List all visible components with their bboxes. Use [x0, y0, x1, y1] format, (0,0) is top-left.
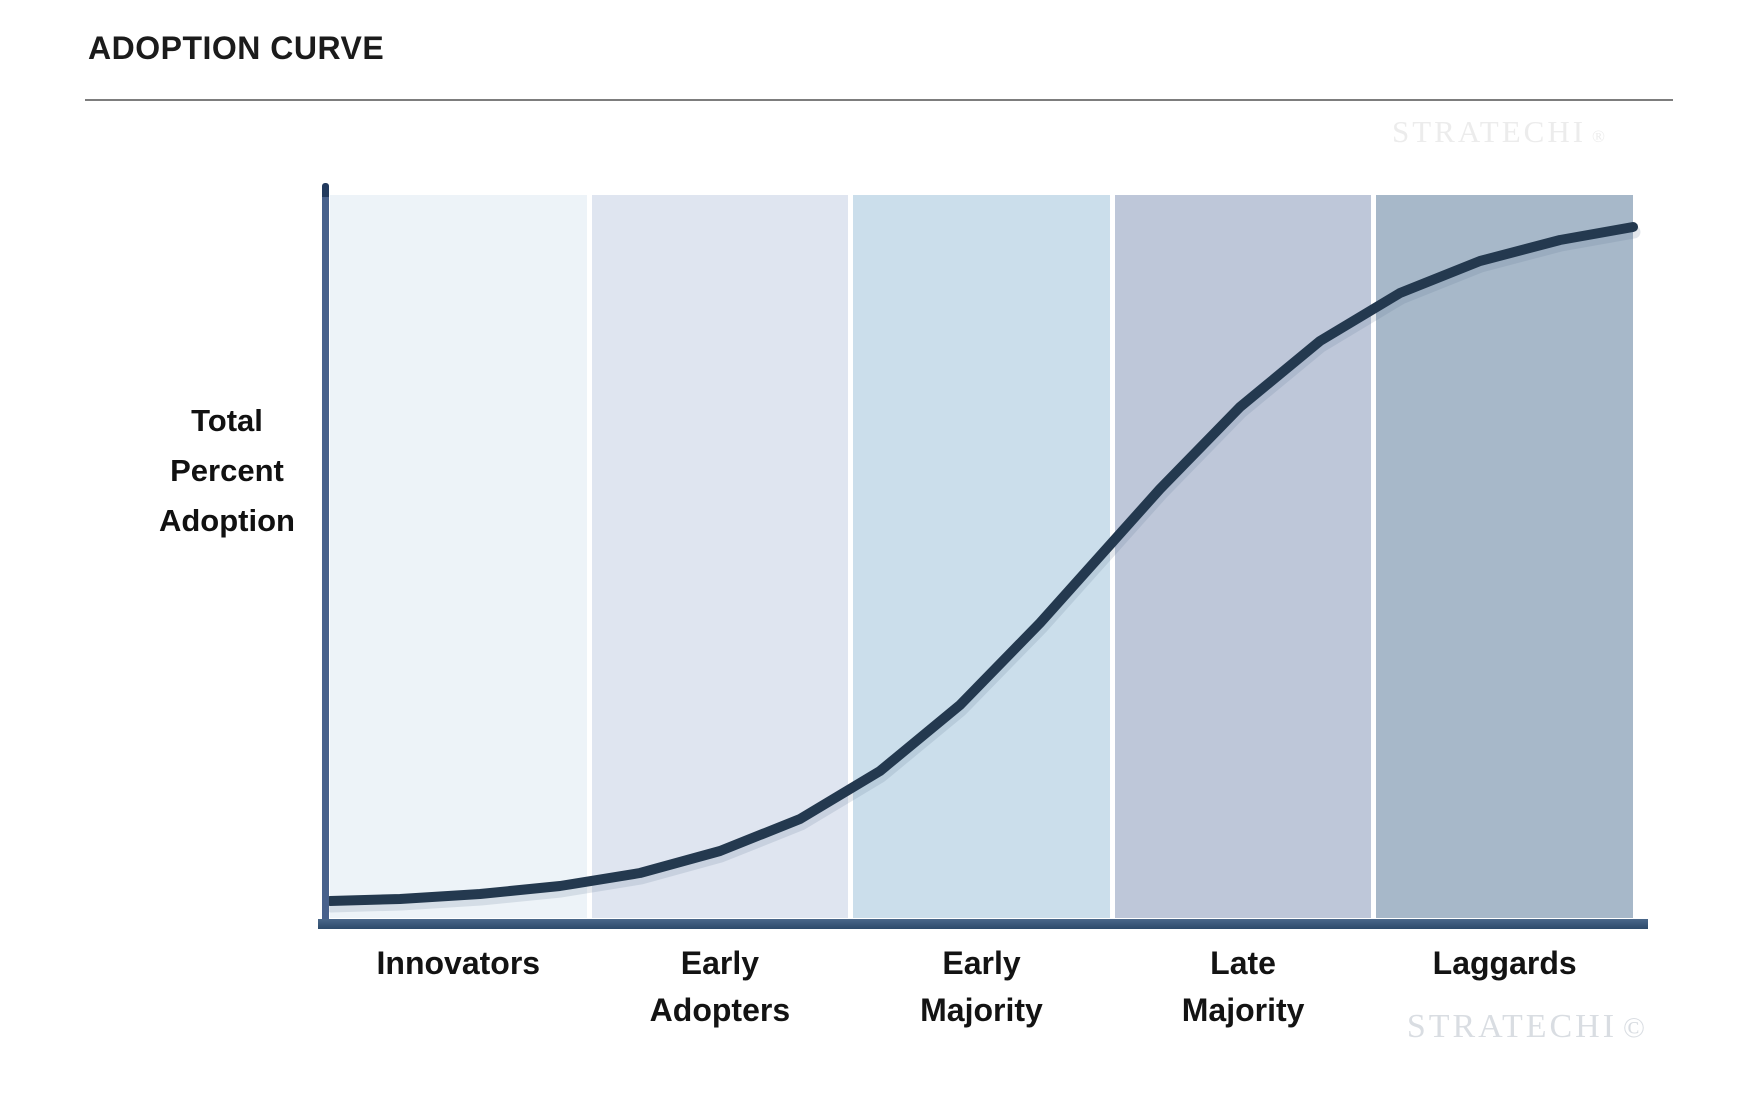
- curve-shadow: [324, 225, 1641, 913]
- x-label-line: Laggards: [1432, 945, 1577, 981]
- x-label-early-adopters: Early Adopters: [592, 940, 849, 1034]
- curve-path: [325, 222, 1638, 906]
- x-label-late-majority: Late Majority: [1115, 940, 1372, 1034]
- y-axis-label-line: Percent: [170, 453, 284, 488]
- chart-area: [318, 183, 1648, 929]
- watermark-bottom-text: STRATECHI: [1406, 1008, 1618, 1045]
- registered-mark-icon: ®: [1592, 127, 1605, 146]
- watermark-bottom: STRATECHI ©: [1407, 1008, 1645, 1046]
- x-label-line: Adopters: [649, 992, 791, 1028]
- x-label-line: Early: [942, 945, 1021, 981]
- band-early-adopters: [591, 195, 849, 918]
- watermark-top: STRATECHI ®: [1392, 114, 1605, 150]
- x-label-line: Majority: [1181, 992, 1305, 1028]
- x-label-laggards: Laggards: [1376, 940, 1633, 1034]
- band-late-majority: [1114, 195, 1372, 918]
- y-axis-label-line: Total: [191, 403, 263, 438]
- x-label-innovators: Innovators: [330, 940, 587, 1034]
- x-label-line: Early: [680, 945, 760, 981]
- x-label-line: Majority: [920, 992, 1043, 1028]
- page-title: ADOPTION CURVE: [88, 30, 385, 66]
- y-axis-label: Total Percent Adoption: [112, 396, 342, 546]
- title-divider: [85, 99, 1673, 101]
- x-axis-line: [318, 919, 1648, 929]
- adoption-s-curve: [324, 222, 1641, 913]
- segment-labels: Innovators Early Adopters Early Majority Late…: [322, 940, 1644, 1034]
- y-axis-label-line: Adoption: [158, 503, 295, 538]
- y-axis-line: [322, 183, 329, 925]
- band-early-majority: [853, 195, 1110, 918]
- x-label-line: Late: [1210, 945, 1276, 981]
- x-label-line: Innovators: [376, 945, 541, 981]
- segment-bands: [330, 195, 1633, 918]
- band-innovators: [330, 195, 587, 918]
- watermark-top-text: STRATECHI: [1391, 114, 1587, 149]
- segment-labels-row: Innovators Early Adopters Early Majority Late…: [330, 940, 1633, 1034]
- band-laggards: [1376, 195, 1633, 918]
- copyright-mark-icon: ©: [1623, 1012, 1645, 1044]
- x-label-early-majority: Early Majority: [853, 940, 1110, 1034]
